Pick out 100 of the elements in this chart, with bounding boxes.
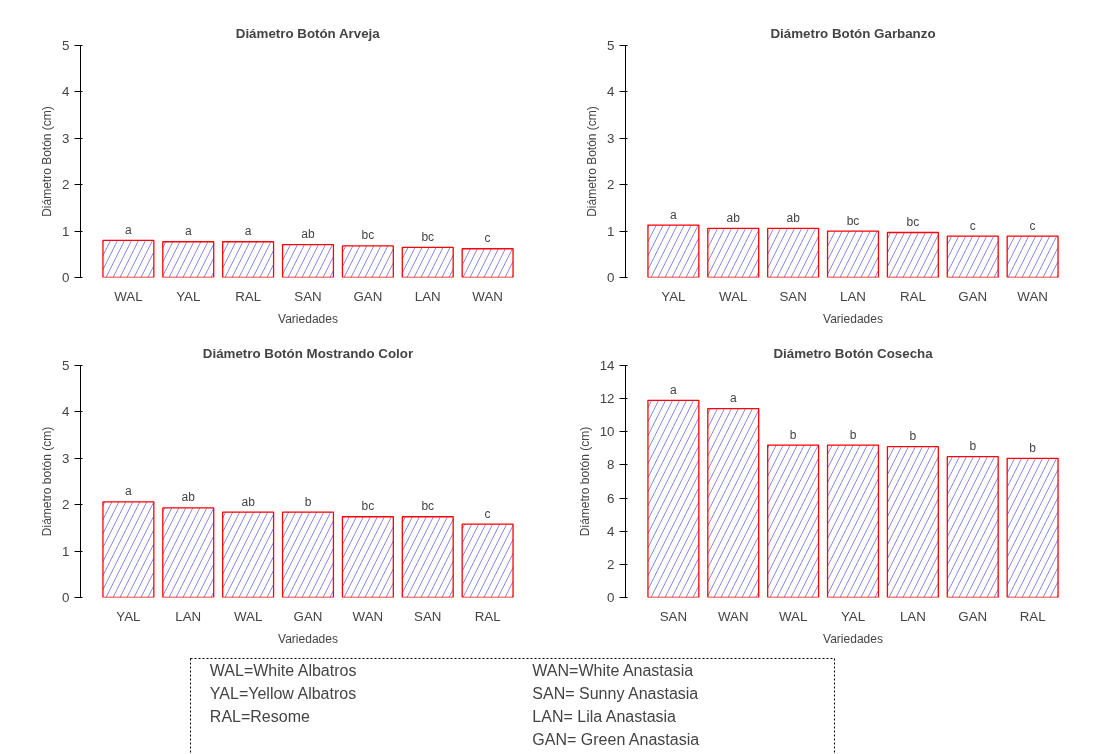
x-tick-label: RAL	[474, 608, 501, 624]
x-tick-label: WAL	[114, 288, 143, 304]
y-tick-label: 8	[607, 457, 615, 473]
annotation: a	[670, 382, 678, 397]
x-tick-label: GAN	[293, 608, 323, 624]
y-tick-label: 5	[607, 38, 615, 53]
x-tick-label: LAN	[840, 288, 866, 304]
x-tick-label: LAN	[899, 608, 926, 624]
y-axis-title: Diámetro botón (cm)	[577, 426, 592, 537]
annotation: bc	[421, 229, 435, 244]
x-tick-label: GAN	[958, 608, 988, 624]
annotation: c	[1029, 218, 1036, 233]
annotation: bc	[361, 499, 375, 514]
y-tick-label: 2	[607, 177, 615, 193]
y-tick-label: 4	[607, 523, 616, 539]
y-tick-label: 3	[62, 450, 70, 466]
annotation: c	[484, 506, 491, 521]
x-tick-label: LAN	[414, 288, 441, 304]
y-tick-label: 6	[607, 490, 615, 506]
annotation: ab	[301, 227, 315, 242]
chart-title: Diámetro Botón Cosecha	[773, 345, 934, 361]
y-tick-label: 2	[607, 556, 615, 572]
chart-title: Diámetro Botón Garbanzo	[770, 25, 936, 41]
x-axis-title: Variedades	[278, 631, 338, 646]
y-tick-label: 4	[62, 404, 71, 420]
y-axis-title: Diámetro botón (cm)	[40, 426, 55, 537]
y-tick-label: 5	[62, 38, 70, 53]
text: GAN= Green Anastasia	[532, 730, 700, 748]
x-tick-label: WAN	[1017, 288, 1048, 304]
annotation: a	[244, 224, 252, 239]
y-tick-label: 3	[62, 130, 70, 146]
annotation: b	[789, 427, 797, 442]
y-tick-label: 0	[62, 590, 70, 605]
annotation: a	[729, 391, 737, 406]
x-tick-label: RAL	[899, 288, 926, 304]
x-tick-label: GAN	[958, 288, 988, 304]
y-tick-label: 1	[62, 543, 70, 559]
x-tick-label: RAL	[1019, 608, 1046, 624]
annotation: b	[304, 494, 312, 509]
x-tick-label: WAN	[717, 608, 749, 624]
annotation: ab	[726, 210, 741, 225]
x-tick-label: WAL	[233, 608, 263, 624]
y-tick-label: 3	[607, 130, 615, 146]
x-tick-label: YAL	[176, 288, 201, 304]
x-axis-title: Variedades	[823, 311, 883, 326]
annotation: a	[125, 484, 133, 499]
annotation: bc	[421, 499, 435, 514]
y-tick-label: 4	[607, 84, 616, 100]
y-tick-label: 0	[607, 270, 615, 285]
annotation: b	[909, 429, 917, 444]
x-tick-label: WAL	[778, 608, 808, 624]
y-tick-label: 14	[599, 358, 616, 373]
y-tick-label: 0	[607, 590, 615, 605]
y-axis-title: Diámetro Botón (cm)	[40, 106, 55, 217]
x-tick-label: WAN	[352, 608, 384, 624]
x-tick-label: SAN	[779, 288, 807, 304]
text: LAN= Lila Anastasia	[532, 707, 677, 725]
annotation: b	[969, 439, 977, 454]
y-tick-label: 2	[62, 497, 70, 513]
text: SAN= Sunny Anastasia	[532, 684, 699, 702]
x-tick-label: YAL	[840, 608, 866, 624]
x-tick-label: SAN	[294, 288, 322, 304]
y-tick-label: 10	[599, 424, 615, 440]
annotation: b	[1029, 440, 1037, 455]
annotation: a	[125, 222, 133, 237]
annotation: bc	[361, 228, 375, 243]
y-tick-label: 4	[62, 84, 71, 100]
y-tick-label: 0	[62, 270, 70, 285]
x-axis-title: Variedades	[278, 311, 338, 326]
annotation: ab	[786, 210, 801, 225]
y-tick-label: 5	[62, 358, 70, 373]
x-tick-label: SAN	[659, 608, 688, 624]
y-axis-title: Diámetro Botón (cm)	[585, 106, 600, 217]
x-tick-label: WAN	[472, 288, 503, 304]
text: WAN=White Anastasia	[532, 661, 694, 679]
text: RAL=Resome	[209, 707, 310, 725]
x-tick-label: WAL	[719, 288, 748, 304]
text: YAL=Yellow Albatros	[209, 684, 357, 702]
x-axis-title: Variedades	[823, 631, 883, 646]
chart-title: Diámetro Botón Mostrando Color	[202, 345, 414, 361]
annotation: a	[670, 207, 678, 222]
x-tick-label: YAL	[661, 288, 686, 304]
x-tick-label: RAL	[235, 288, 262, 304]
x-tick-label: YAL	[116, 608, 141, 624]
annotation: bc	[846, 213, 860, 228]
y-tick-label: 1	[607, 223, 615, 239]
x-tick-label: GAN	[353, 288, 383, 304]
x-tick-label: SAN	[414, 608, 442, 624]
x-tick-label: LAN	[175, 608, 202, 624]
chart-title: Diámetro Botón Arveja	[235, 25, 381, 41]
annotation: ab	[181, 490, 196, 505]
y-tick-label: 2	[62, 177, 70, 193]
annotation: ab	[241, 494, 256, 509]
annotation: bc	[906, 215, 920, 230]
annotation: b	[849, 427, 857, 442]
text: WAL=White Albatros	[209, 661, 357, 679]
y-tick-label: 1	[62, 223, 70, 239]
annotation: a	[184, 224, 192, 239]
annotation: c	[484, 231, 491, 246]
y-tick-label: 12	[599, 391, 615, 407]
